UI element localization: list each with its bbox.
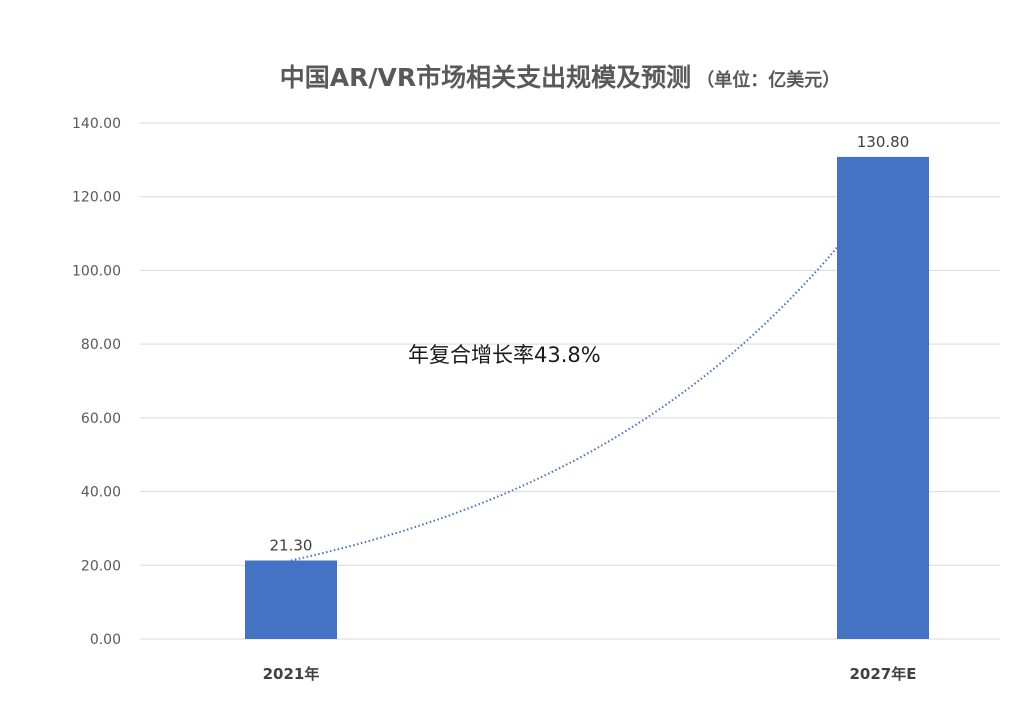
data-label: 21.30 [270, 536, 313, 554]
chart-title-unit: （单位：亿美元） [696, 69, 840, 91]
bar [837, 156, 929, 639]
x-category-label: 2027年E [850, 665, 917, 683]
cagr-annotation: 年复合增长率43.8% [408, 343, 601, 367]
y-tick-label: 140.00 [72, 116, 121, 132]
y-axis: 0.00 20.00 40.00 60.00 80.00 100.00 120.00 140.… [72, 116, 121, 648]
bars [245, 156, 929, 639]
chart-title-main: 中国AR/VR市场相关支出规模及预测 [280, 63, 691, 92]
x-category-label: 2021年 [263, 665, 320, 683]
data-label: 130.80 [857, 133, 910, 151]
y-tick-label: 60.00 [81, 411, 121, 427]
y-tick-label: 20.00 [81, 558, 121, 574]
y-tick-label: 40.00 [81, 485, 121, 501]
chart-title: 中国AR/VR市场相关支出规模及预测 （单位：亿美元） [280, 63, 840, 92]
trend-curve [290, 244, 840, 562]
y-tick-label: 0.00 [90, 632, 121, 648]
y-tick-label: 120.00 [72, 190, 121, 206]
data-labels: 21.30 130.80 [270, 133, 910, 555]
y-tick-label: 100.00 [72, 263, 121, 279]
x-axis: 2021年 2027年E [263, 665, 917, 683]
bar [245, 560, 337, 639]
y-tick-label: 80.00 [81, 337, 121, 353]
